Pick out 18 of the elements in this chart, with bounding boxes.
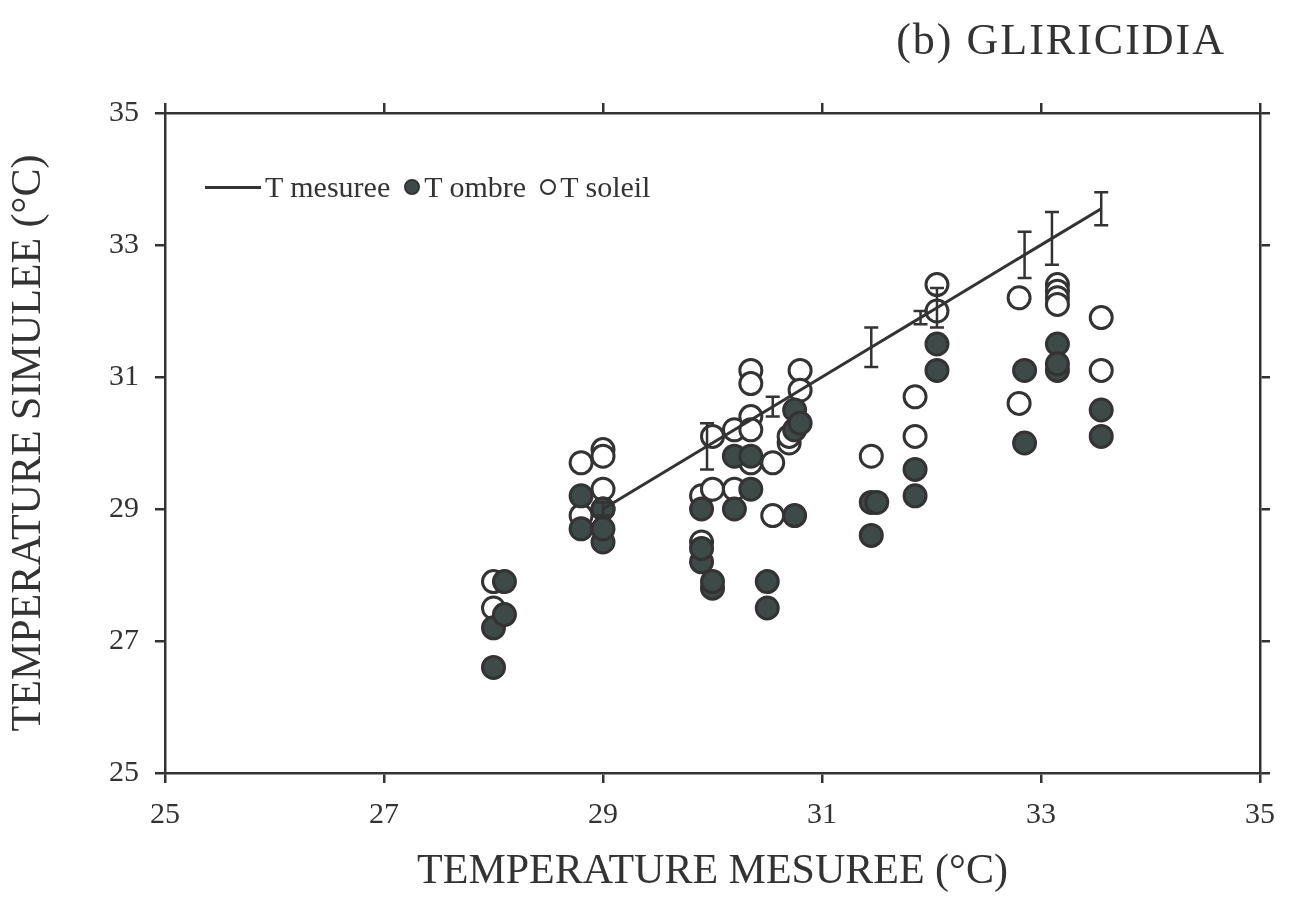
- x-axis-title: TEMPERATURE MESUREE (°C): [417, 845, 1008, 893]
- x-tick-label: 33: [1026, 795, 1056, 829]
- y-tick-label: 25: [109, 753, 139, 787]
- y-tick-label: 31: [109, 357, 139, 391]
- x-tick-label: 35: [1245, 795, 1275, 829]
- x-tick-label: 27: [369, 795, 399, 829]
- legend-label: T mesuree: [265, 170, 391, 204]
- y-axis-title: TEMPERATURE SIMULEE (°C): [3, 154, 51, 732]
- y-tick-label: 33: [109, 225, 139, 259]
- x-tick-label: 25: [150, 795, 180, 829]
- legend-label: T soleil: [560, 170, 651, 204]
- y-tick-label: 29: [109, 489, 139, 523]
- legend-label: T ombre: [424, 170, 527, 204]
- y-tick-label: 27: [109, 621, 139, 655]
- x-tick-label: 29: [588, 795, 618, 829]
- y-tick-label: 35: [109, 93, 139, 127]
- chart-title: (b) GLIRICIDIA: [896, 14, 1226, 65]
- x-tick-label: 31: [807, 795, 837, 829]
